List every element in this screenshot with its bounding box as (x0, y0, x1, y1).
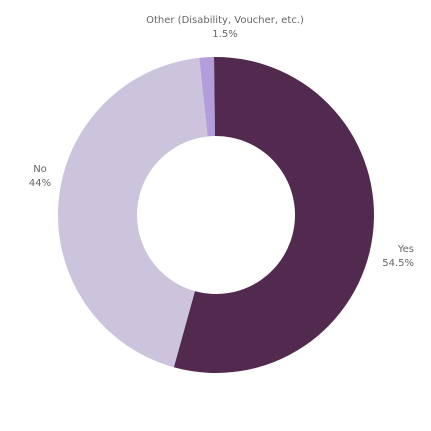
slice-other-disability-voucher-etc (199, 57, 216, 137)
slice-label-yes: Yes (397, 244, 414, 255)
slice-value-label-other-disability-voucher-etc: 1.5% (212, 29, 237, 40)
slice-yes (173, 57, 374, 374)
slice-value-label-yes: 54.5% (382, 258, 414, 269)
chart-labels: Other (Disability, Voucher, etc.) 1.5% Yes… (29, 15, 414, 269)
slice-label-no: No (33, 164, 47, 175)
slice-value-label-no: 44% (29, 178, 51, 189)
slice-label-other-disability-voucher-etc: Other (Disability, Voucher, etc.) (146, 15, 304, 26)
slice-no (58, 57, 208, 368)
chart-slices (58, 57, 374, 374)
